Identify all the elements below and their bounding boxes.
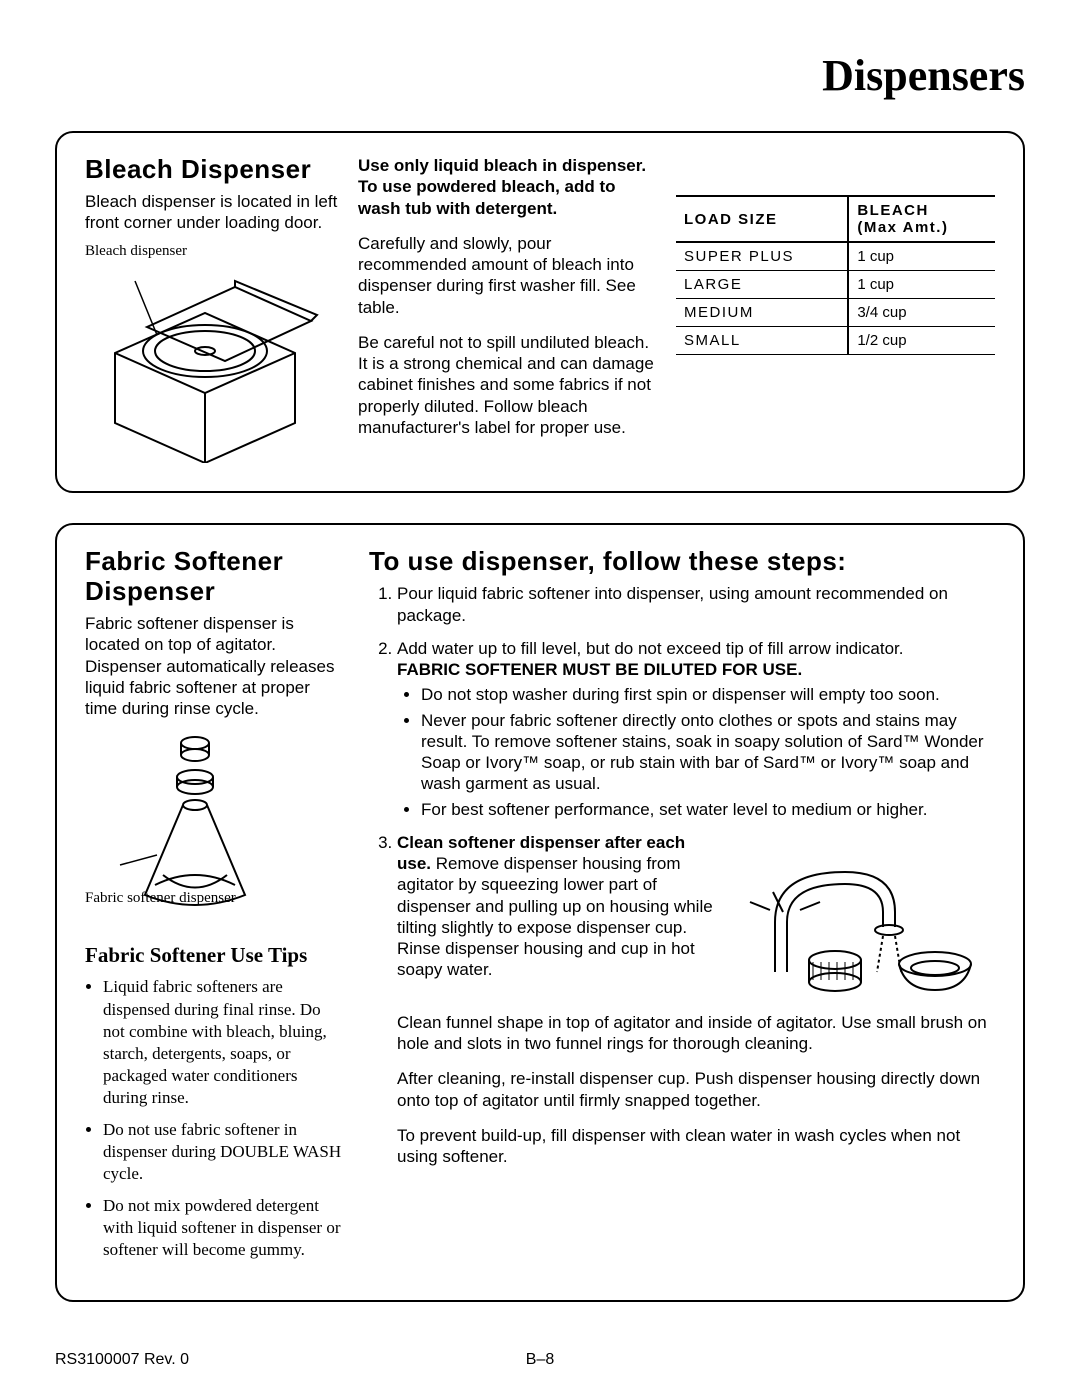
- tips-list: Liquid fabric softeners are dispensed du…: [85, 976, 345, 1261]
- bleach-col2b: (Max Amt.): [857, 219, 948, 236]
- faucet-diagram: [735, 832, 995, 1002]
- list-item: Never pour fabric softener directly onto…: [421, 710, 995, 795]
- step-1: Pour liquid fabric softener into dispens…: [397, 583, 995, 626]
- steps-list: Pour liquid fabric softener into dispens…: [369, 583, 995, 1167]
- fs-intro: Fabric softener dispenser is located on …: [85, 613, 345, 719]
- agitator-diagram: Fabric softener dispenser: [85, 725, 265, 925]
- bleach-section: Bleach Dispenser Bleach dispenser is loc…: [55, 131, 1025, 493]
- bleach-intro: Bleach dispenser is located in left fron…: [85, 191, 340, 234]
- bleach-col1: LOAD SIZE: [676, 196, 848, 242]
- step3-c: After cleaning, re-install dispenser cup…: [397, 1068, 995, 1111]
- bleach-p2: Be careful not to spill undiluted bleach…: [358, 332, 658, 438]
- faucet-icon: [735, 832, 995, 1002]
- step3-b: Clean funnel shape in top of agitator an…: [397, 1012, 995, 1055]
- footer-page: B–8: [526, 1351, 554, 1369]
- washer-diagram-label: Bleach dispenser: [85, 243, 187, 259]
- table-row: MEDIUM 3/4 cup: [676, 299, 995, 327]
- steps-heading: To use dispenser, follow these steps:: [369, 547, 995, 577]
- footer-rev: RS3100007 Rev. 0: [55, 1351, 189, 1369]
- bleach-col2a: BLEACH: [857, 202, 929, 219]
- page-title: Dispensers: [55, 50, 1025, 101]
- list-item: Liquid fabric softeners are dispensed du…: [103, 976, 345, 1109]
- bleach-warning: Use only liquid bleach in dispenser. To …: [358, 155, 658, 219]
- tips-heading: Fabric Softener Use Tips: [85, 943, 345, 968]
- bleach-heading: Bleach Dispenser: [85, 155, 340, 185]
- list-item: Do not mix powdered detergent with liqui…: [103, 1195, 345, 1261]
- list-item: For best softener performance, set water…: [421, 799, 995, 820]
- table-row: SUPER PLUS 1 cup: [676, 242, 995, 271]
- agitator-diagram-label: Fabric softener dispenser: [85, 890, 236, 906]
- list-item: Do not use fabric softener in dispenser …: [103, 1119, 345, 1185]
- fs-heading: Fabric Softener Dispenser: [85, 547, 345, 607]
- washer-icon: [85, 243, 325, 463]
- footer: RS3100007 Rev. 0 B–8: [55, 1351, 1025, 1369]
- washer-diagram: Bleach dispenser: [85, 243, 325, 463]
- step-3: Clean softener dispenser after each use.…: [397, 832, 995, 1168]
- fabric-softener-section: Fabric Softener Dispenser Fabric softene…: [55, 523, 1025, 1301]
- bleach-table: LOAD SIZE BLEACH (Max Amt.) SUPER PLUS 1…: [676, 195, 995, 355]
- bleach-p1: Carefully and slowly, pour recommended a…: [358, 233, 658, 318]
- step-2: Add water up to fill level, but do not e…: [397, 638, 995, 820]
- table-row: SMALL 1/2 cup: [676, 327, 995, 355]
- table-row: LARGE 1 cup: [676, 271, 995, 299]
- list-item: Do not stop washer during first spin or …: [421, 684, 995, 705]
- step3-d: To prevent build-up, fill dispenser with…: [397, 1125, 995, 1168]
